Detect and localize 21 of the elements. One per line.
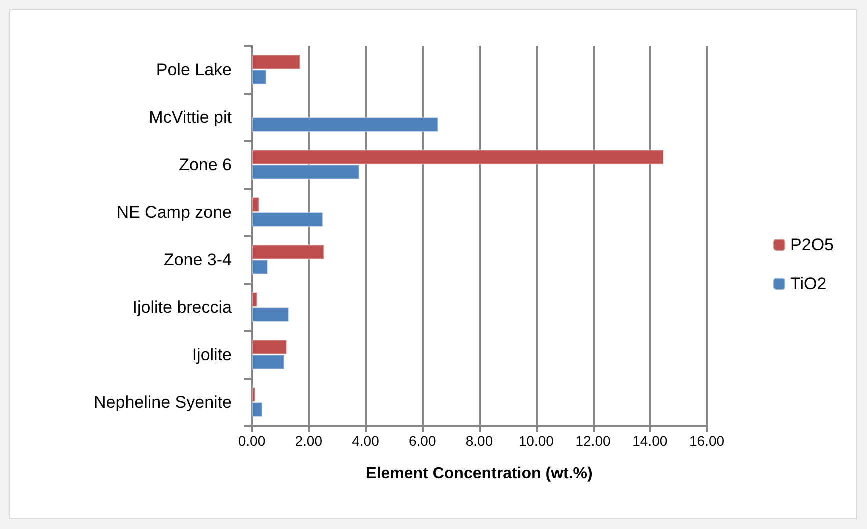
bar xyxy=(252,117,439,132)
y-tick-label: Zone 3-4 xyxy=(164,250,232,270)
y-tick-label: Pole Lake xyxy=(156,60,232,80)
y-tick-label: Nepheline Syenite xyxy=(94,392,232,412)
x-tick-label: 4.00 xyxy=(352,433,380,449)
legend-label: TiO2 xyxy=(790,274,827,294)
y-tick-label: Ijolite breccia xyxy=(132,298,233,317)
y-tick-label: Zone 6 xyxy=(179,155,232,174)
x-tick-label: 8.00 xyxy=(466,433,494,449)
y-tick-label: NE Camp zone xyxy=(116,202,232,222)
x-axis-title: Element Concentration (wt.%) xyxy=(366,466,593,482)
y-tick-label: McVittie pit xyxy=(149,108,232,127)
y-tick-label: Ijolite xyxy=(192,345,232,364)
x-tick-label: 0.00 xyxy=(238,433,266,449)
x-tick-label: 14.00 xyxy=(632,433,668,449)
x-tick-label: 6.00 xyxy=(409,433,436,449)
x-tick-label: 12.00 xyxy=(576,433,611,449)
x-tick-label: 2.00 xyxy=(295,433,323,449)
x-tick-label: 16.00 xyxy=(689,433,725,449)
legend-label: P2O5 xyxy=(790,236,834,254)
x-tick-label: 10.00 xyxy=(518,433,554,449)
